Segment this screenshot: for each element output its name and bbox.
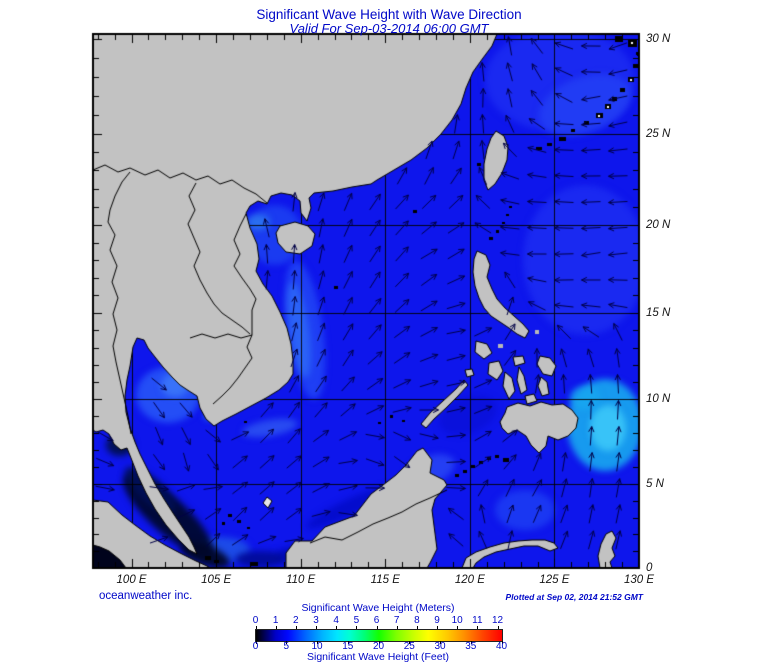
meters-tick-label: 6: [373, 615, 380, 626]
lon-tick-label: 125 E: [539, 574, 570, 586]
feet-tickmark: [501, 641, 503, 644]
colorbar-title-feet: Significant Wave Height (Feet): [306, 651, 449, 663]
feet-tickmark: [286, 641, 288, 644]
feet-tickmark: [317, 641, 318, 644]
meters-tick-label: 3: [313, 615, 319, 626]
lat-tick-label: 5 N: [646, 477, 664, 490]
meters-tick-label: 4: [333, 615, 339, 626]
feet-tickmark: [347, 641, 349, 644]
meters-tickmark: [295, 626, 297, 629]
feet-tick-label: 10: [311, 641, 323, 652]
feet-tick-label: 15: [342, 641, 354, 652]
lat-tick-label: 25 N: [646, 127, 671, 140]
meters-tick-label: 7: [393, 615, 400, 626]
meters-tickmark: [275, 626, 277, 629]
oceanweather-credit: oceanweather inc.: [99, 590, 193, 602]
meters-tickmark: [396, 626, 398, 629]
meters-tick-label: 5: [353, 615, 360, 626]
meters-tickmark: [416, 626, 418, 629]
colorbar-title-meters: Significant Wave Height (Meters): [301, 602, 455, 614]
lat-tick-label: 10 N: [646, 393, 671, 405]
lon-tick-label: 110 E: [286, 574, 316, 586]
meters-tickmark: [255, 626, 257, 629]
feet-tickmark: [440, 641, 441, 644]
feet-tick-label: 35: [465, 641, 477, 652]
meters-tickmark: [457, 626, 459, 629]
meters-tickmark: [497, 626, 499, 629]
page-subtitle: Valid For Sep-03-2014 06:00 GMT: [289, 21, 489, 36]
meters-tick-label: 10: [451, 615, 463, 626]
lat-tick-label: 0: [646, 562, 653, 574]
plotted-timestamp: Plotted at Sep 02, 2014 21:52 GMT: [505, 592, 643, 602]
feet-tickmark: [378, 641, 380, 644]
lat-tick-label: 15 N: [646, 306, 671, 319]
page-title: Significant Wave Height with Wave Direct…: [256, 7, 522, 22]
meters-tickmark: [477, 626, 479, 629]
meters-tick-label: 8: [414, 615, 420, 626]
feet-tick-label: 0: [252, 641, 259, 652]
lon-tick-label: 105 E: [201, 574, 232, 586]
feet-tick-label: 40: [495, 641, 508, 652]
meters-tick-label: 2: [293, 615, 299, 626]
lon-tick-label: 130 E: [623, 574, 655, 586]
feet-tick-label: 25: [403, 641, 415, 652]
meters-tickmark: [336, 626, 338, 629]
feet-tick-label: 5: [283, 641, 290, 652]
meters-tickmark: [376, 626, 378, 629]
meters-tick-label: 12: [491, 615, 504, 626]
lat-tick-label: 30 N: [646, 32, 671, 45]
feet-tickmark: [409, 641, 411, 644]
meters-tickmark: [356, 626, 358, 629]
feet-tick-label: 30: [434, 641, 446, 652]
feet-tickmark: [470, 641, 472, 644]
lat-tick-label: 20 N: [646, 218, 671, 231]
feet-tick-label: 20: [372, 641, 385, 652]
meters-tick-label: 9: [434, 615, 440, 626]
meters-tickmark: [437, 626, 439, 629]
feet-tickmark: [255, 641, 257, 644]
lon-tick-label: 100 E: [116, 574, 147, 586]
meters-tickmark: [316, 626, 317, 629]
lon-tick-label: 120 E: [454, 574, 485, 586]
lon-tick-label: 115 E: [370, 574, 400, 586]
meters-tick-label: 0: [252, 615, 259, 626]
meters-tick-label: 1: [272, 615, 279, 626]
meters-tick-label: 11: [472, 615, 483, 626]
